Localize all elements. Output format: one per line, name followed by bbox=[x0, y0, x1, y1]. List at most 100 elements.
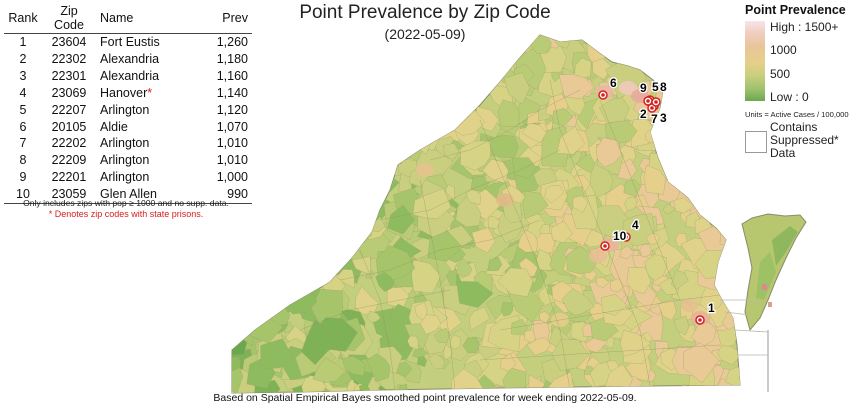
legend-units: Units = Active Cases / 100,000 bbox=[745, 110, 849, 119]
name-cell: Fort Eustis bbox=[96, 34, 196, 51]
marker-10: 10 bbox=[600, 228, 628, 251]
name-cell: Glen Allen bbox=[96, 186, 196, 205]
zip-cell: 22301 bbox=[42, 68, 96, 85]
zip-cell-text: 23069 bbox=[51, 85, 87, 100]
zip-cell: 22202 bbox=[42, 135, 96, 152]
prev-cell: 1,260 bbox=[196, 34, 252, 51]
table-row: 8 22209 Arlington 1,010 bbox=[4, 152, 252, 169]
table-header-row: Rank Zip Code Name Prev bbox=[4, 4, 252, 34]
prev-cell: 1,120 bbox=[196, 102, 252, 119]
zip-cell-text: 23059 bbox=[51, 187, 87, 202]
prev-cell: 1,000 bbox=[196, 169, 252, 186]
eastern-shore bbox=[741, 213, 807, 392]
name-cell-text: Arlington bbox=[100, 136, 150, 151]
zip-cell: 22209 bbox=[42, 152, 96, 169]
name-cell-text: Alexandria bbox=[100, 68, 160, 83]
zip-cell: 23604 bbox=[42, 34, 96, 51]
marker-label: 3 bbox=[660, 111, 667, 125]
zip-cell: 22302 bbox=[42, 51, 96, 68]
zip-cell: 23069 bbox=[42, 85, 96, 102]
table-row: 7 22202 Arlington 1,010 bbox=[4, 135, 252, 152]
marker-label: 1 bbox=[708, 301, 715, 315]
name-cell: Alexandria bbox=[96, 51, 196, 68]
header-rank: Rank bbox=[4, 4, 42, 34]
header-zip: Zip Code bbox=[42, 4, 96, 34]
rank-cell: 1 bbox=[4, 34, 42, 51]
zip-cell-text: 22302 bbox=[51, 51, 87, 66]
prev-cell: 1,070 bbox=[196, 119, 252, 136]
table-row: 6 20105 Aldie 1,070 bbox=[4, 119, 252, 136]
table-row: 2 22302 Alexandria 1,180 bbox=[4, 51, 252, 68]
marker-label: 6 bbox=[610, 76, 617, 90]
rank-cell-text: 4 bbox=[19, 85, 27, 100]
rank-cell: 3 bbox=[4, 68, 42, 85]
name-cell-text: Fort Eustis bbox=[100, 35, 160, 49]
rank-cell-text: 6 bbox=[19, 119, 27, 134]
name-cell: Arlington bbox=[96, 102, 196, 119]
marker-label: 7 bbox=[651, 112, 658, 126]
legend-1000-label: 1000 bbox=[770, 43, 797, 57]
rank-cell: 5 bbox=[4, 102, 42, 119]
legend-500-label: 500 bbox=[770, 67, 791, 81]
name-cell: Alexandria bbox=[96, 68, 196, 85]
zip-cell: 23059 bbox=[42, 186, 96, 205]
rank-cell-text: 3 bbox=[19, 68, 27, 83]
prev-cell-text: 1,070 bbox=[216, 119, 248, 134]
rank-cell: 9 bbox=[4, 169, 42, 186]
marker-label: 2 bbox=[640, 107, 647, 121]
legend-high-label: High : 1500+ bbox=[770, 20, 839, 34]
zip-cell-text: 22207 bbox=[51, 102, 87, 117]
prev-cell: 1,010 bbox=[196, 135, 252, 152]
legend-color-bar bbox=[745, 21, 765, 101]
zip-cell: 22201 bbox=[42, 169, 96, 186]
name-cell-text: Arlington bbox=[100, 102, 150, 117]
legend-low-label: Low : 0 bbox=[770, 90, 809, 104]
header-prev: Prev bbox=[196, 4, 252, 34]
prev-cell: 1,140 bbox=[196, 85, 252, 102]
rank-cell: 7 bbox=[4, 135, 42, 152]
rank-cell: 8 bbox=[4, 152, 42, 169]
name-cell-text: Glen Allen bbox=[100, 187, 157, 202]
table-row: 5 22207 Arlington 1,120 bbox=[4, 102, 252, 119]
table-row: 4 23069 Hanover* 1,140 bbox=[4, 85, 252, 102]
table-row: 10 23059 Glen Allen 990 bbox=[4, 186, 252, 205]
prev-cell: 1,010 bbox=[196, 152, 252, 169]
legend-title: Point Prevalence bbox=[745, 3, 846, 17]
header-name: Name bbox=[96, 4, 196, 34]
name-cell-text: Arlington bbox=[100, 170, 150, 185]
name-cell-text: Aldie bbox=[100, 119, 128, 134]
rank-cell: 6 bbox=[4, 119, 42, 136]
rank-cell: 4 bbox=[4, 85, 42, 102]
rank-cell-text: 5 bbox=[19, 102, 27, 117]
map-subtitle: (2022-05-09) bbox=[384, 26, 466, 42]
zip-cell: 22207 bbox=[42, 102, 96, 119]
marker-6: 6 bbox=[598, 75, 618, 100]
table-note-population: Only includes zips with pop ≥ 1000 and n… bbox=[23, 198, 229, 208]
marker-label: 8 bbox=[660, 80, 667, 94]
prev-cell-text: 1,000 bbox=[216, 170, 248, 185]
name-cell: Arlington bbox=[96, 152, 196, 169]
rank-cell-text: 7 bbox=[19, 136, 27, 151]
suppressed-swatch bbox=[745, 131, 767, 153]
rank-cell-text: 8 bbox=[19, 153, 27, 168]
prev-cell: 1,160 bbox=[196, 68, 252, 85]
prev-cell-text: 1,010 bbox=[216, 136, 248, 151]
prev-cell-text: 1,010 bbox=[216, 153, 248, 168]
table-row: 3 22301 Alexandria 1,160 bbox=[4, 68, 252, 85]
zip-cell-text: 20105 bbox=[51, 119, 87, 134]
name-cell: Arlington bbox=[96, 169, 196, 186]
zip-cell-text: 23604 bbox=[51, 35, 87, 49]
rank-cell-text: 9 bbox=[19, 170, 27, 185]
marker-4: 4 bbox=[621, 217, 640, 242]
rank-cell: 2 bbox=[4, 51, 42, 68]
name-cell: Aldie bbox=[96, 119, 196, 136]
rank-cell: 10 bbox=[4, 186, 42, 205]
marker-9: 9 bbox=[639, 80, 653, 106]
zip-cell: 20105 bbox=[42, 119, 96, 136]
zip-cell-text: 22301 bbox=[51, 68, 87, 83]
prev-cell-text: 990 bbox=[227, 187, 248, 202]
marker-label: 4 bbox=[632, 218, 639, 232]
zip-cell-text: 22202 bbox=[51, 136, 87, 151]
